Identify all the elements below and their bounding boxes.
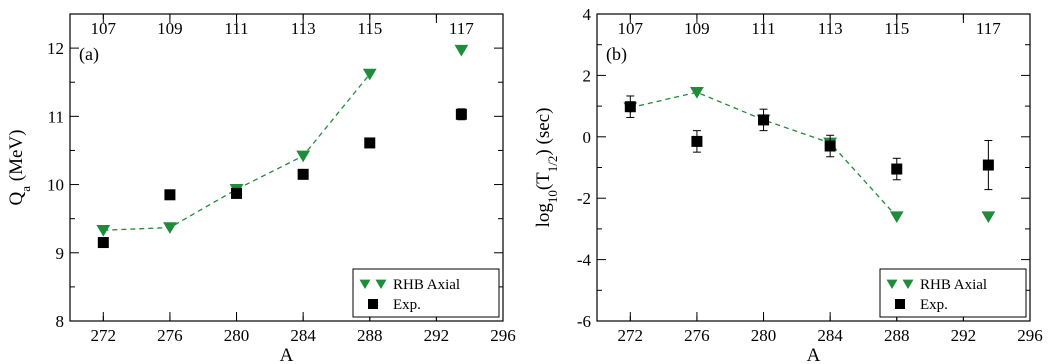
exp-point — [891, 163, 903, 175]
x-tick-label: 276 — [157, 326, 183, 345]
exp-point — [164, 189, 176, 201]
rhb-axial-point — [296, 150, 311, 163]
legend-label: RHB Axial — [920, 277, 987, 293]
plot-frame — [69, 13, 504, 322]
legend-label: RHB Axial — [393, 277, 460, 293]
y-tick-label: -2 — [577, 189, 591, 208]
y-axis-title-subscript: 1/2 — [545, 156, 560, 173]
top-z-label: 115 — [884, 19, 909, 38]
x-tick-label: 276 — [684, 326, 710, 345]
top-z-label: 111 — [224, 19, 248, 38]
exp-point — [824, 140, 836, 152]
y-tick-label: -4 — [577, 251, 592, 270]
top-z-label: 109 — [157, 19, 183, 38]
chart-panel-a: 272 276 280 284 288 292 296 8 9 10 11 12 107 109 111 11… — [6, 13, 516, 364]
exp-point — [455, 108, 467, 120]
y-tick-label: -6 — [577, 312, 591, 331]
top-z-label: 113 — [291, 19, 316, 38]
legend-exp-marker — [368, 299, 378, 309]
series-line-rhb-axial — [103, 73, 371, 231]
exp-point — [982, 159, 994, 171]
y-axis-title-part: (T — [533, 172, 554, 190]
y-tick-label: 10 — [47, 176, 64, 195]
x-tick-label: 288 — [884, 326, 910, 345]
exp-point — [297, 168, 309, 180]
rhb-axial-point — [690, 86, 704, 99]
y-axis-title-part: log — [533, 203, 554, 228]
rhb-axial-point — [163, 222, 177, 234]
x-tick-label: 280 — [224, 326, 250, 345]
rhb-axial-point — [454, 44, 469, 57]
exp-point — [624, 101, 636, 113]
x-tick-label: 284 — [290, 326, 316, 345]
legend-rhb-marker — [359, 279, 371, 289]
exp-point — [758, 114, 770, 126]
x-tick-label: 284 — [817, 326, 843, 345]
y-axis-title-subscript: 10 — [545, 190, 560, 203]
top-z-label: 107 — [618, 19, 644, 38]
x-tick-label: 296 — [490, 326, 516, 345]
legend-label: Exp. — [393, 297, 421, 313]
top-z-label: 117 — [449, 19, 474, 38]
top-z-label: 113 — [818, 19, 843, 38]
x-tick-label: 292 — [951, 326, 977, 345]
y-tick-label: 8 — [56, 312, 65, 331]
x-tick-label: 280 — [751, 326, 777, 345]
y-axis-title-part: Q — [6, 191, 27, 205]
x-tick-label: 292 — [424, 326, 450, 345]
series-line-rhb-axial — [630, 91, 898, 218]
panel-label: (a) — [79, 44, 99, 65]
x-tick-label: 296 — [1017, 326, 1043, 345]
rhb-axial-point — [362, 68, 377, 81]
top-z-label: 107 — [91, 19, 117, 38]
top-z-label: 111 — [751, 19, 775, 38]
chart-panel-b: 272 276 280 284 288 292 296 -6 -4 -2 0 2 4 107 109 111 1… — [533, 5, 1043, 364]
legend-exp-marker — [895, 299, 905, 309]
y-axis-title-part: ) (sec) — [533, 108, 554, 156]
rhb-axial-point — [96, 224, 111, 237]
y-axis-title: log10(T1/2) (sec) — [533, 108, 560, 228]
y-axis-title-part: (MeV) — [6, 130, 27, 186]
x-tick-label: 272 — [618, 326, 644, 345]
top-z-label: 109 — [684, 19, 710, 38]
legend-rhb-marker — [375, 279, 387, 289]
legend-rhb-marker — [902, 279, 914, 289]
y-tick-label: 9 — [56, 244, 65, 263]
rhb-axial-point — [889, 211, 904, 224]
exp-point — [691, 135, 703, 147]
panel-label: (b) — [606, 44, 627, 65]
exp-point — [364, 137, 376, 149]
x-axis-title: A — [807, 345, 821, 364]
top-z-label: 117 — [976, 19, 1001, 38]
x-tick-label: 272 — [91, 326, 117, 345]
legend-label: Exp. — [920, 297, 948, 313]
y-tick-label: 12 — [47, 39, 64, 58]
y-axis-title-subscript: a — [18, 186, 33, 192]
y-tick-label: 0 — [583, 128, 592, 147]
y-tick-label: 4 — [583, 5, 592, 24]
exp-point — [97, 237, 109, 249]
rhb-axial-point — [981, 211, 996, 224]
legend-rhb-marker — [886, 279, 898, 289]
exp-point — [231, 187, 243, 199]
y-axis-title: Qa (MeV) — [6, 130, 33, 206]
x-axis-title: A — [280, 345, 294, 364]
y-tick-label: 2 — [583, 66, 592, 85]
y-tick-label: 11 — [48, 107, 64, 126]
x-tick-label: 288 — [357, 326, 383, 345]
top-z-label: 115 — [357, 19, 382, 38]
